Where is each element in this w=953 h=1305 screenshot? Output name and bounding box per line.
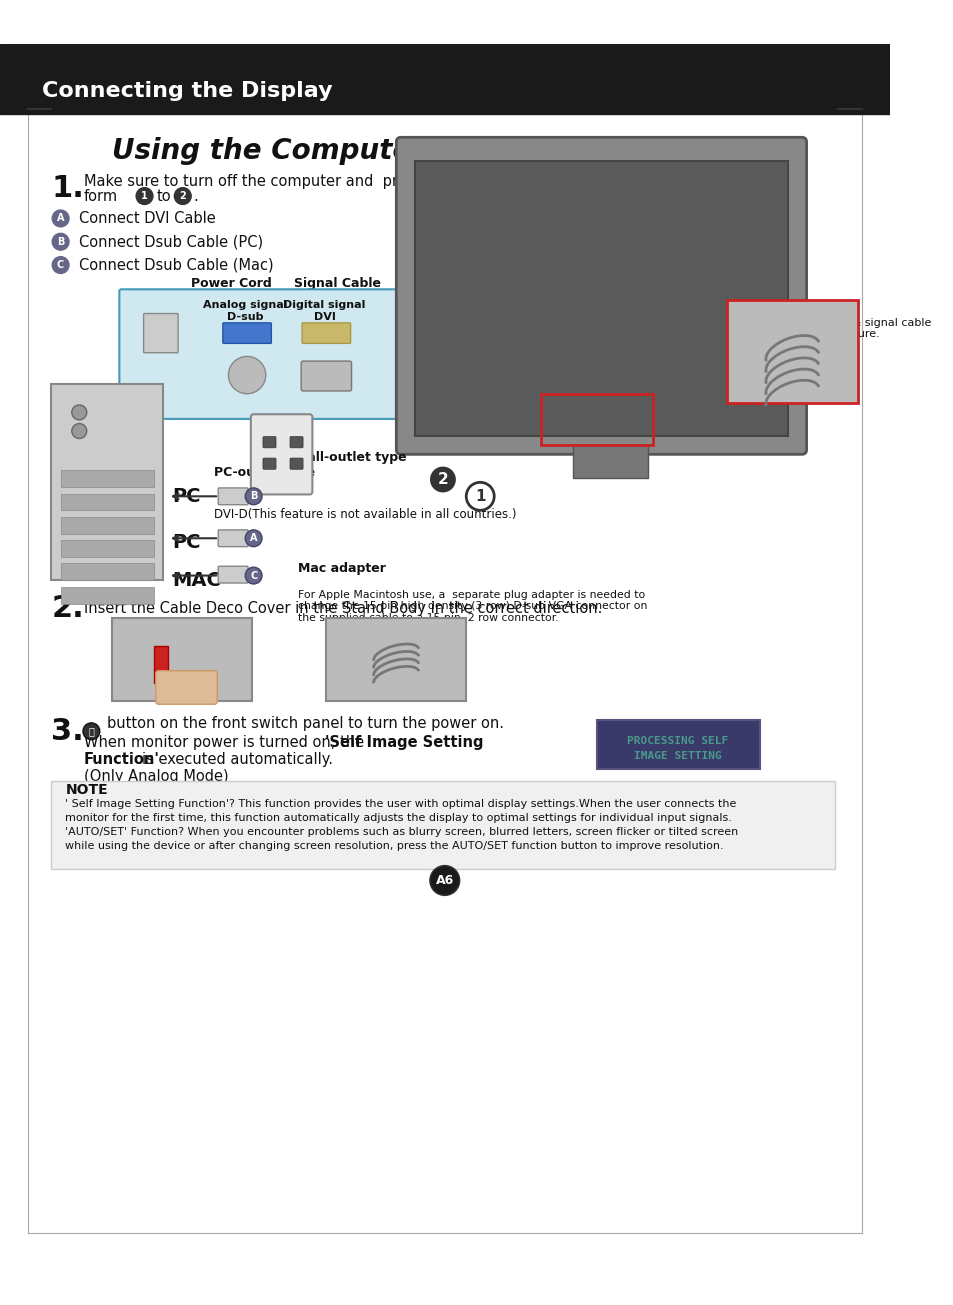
- Text: Connect DVI Cable: Connect DVI Cable: [79, 211, 215, 226]
- Bar: [326, 617, 466, 702]
- Circle shape: [245, 530, 262, 547]
- Bar: [51, 385, 163, 581]
- Text: 1: 1: [141, 191, 148, 201]
- Circle shape: [71, 405, 87, 420]
- FancyBboxPatch shape: [395, 137, 805, 454]
- FancyBboxPatch shape: [218, 530, 248, 547]
- Text: Analog signal
D-sub: Analog signal D-sub: [203, 300, 287, 322]
- Text: DVI-D(This feature is not available in all countries.): DVI-D(This feature is not available in a…: [214, 509, 517, 522]
- Bar: [61, 540, 153, 557]
- Circle shape: [245, 568, 262, 583]
- FancyBboxPatch shape: [263, 437, 275, 448]
- FancyBboxPatch shape: [144, 313, 178, 352]
- Text: to: to: [156, 188, 172, 204]
- Text: 1.: 1.: [51, 174, 84, 204]
- Text: 2: 2: [437, 472, 448, 487]
- Bar: [415, 161, 787, 436]
- Bar: [540, 394, 652, 445]
- Bar: [61, 493, 153, 510]
- FancyBboxPatch shape: [290, 458, 303, 470]
- Text: Make sure to turn off the computer and  product. Connect the cable as below sket: Make sure to turn off the computer and p…: [84, 174, 740, 189]
- FancyBboxPatch shape: [218, 566, 248, 583]
- FancyBboxPatch shape: [301, 361, 351, 391]
- FancyBboxPatch shape: [119, 290, 431, 419]
- Text: B: B: [57, 236, 64, 247]
- Text: Using the Computer: Using the Computer: [112, 137, 424, 166]
- Bar: [61, 517, 153, 534]
- Circle shape: [71, 424, 87, 438]
- Text: Connect Dsub Cable (Mac): Connect Dsub Cable (Mac): [79, 257, 274, 273]
- Circle shape: [136, 188, 152, 205]
- Text: A: A: [250, 534, 257, 543]
- Text: PC: PC: [172, 487, 201, 506]
- Circle shape: [466, 483, 494, 510]
- FancyBboxPatch shape: [155, 671, 217, 705]
- Text: Insert the Cable Deco Cover in the Stand Body in the correct direction.: Insert the Cable Deco Cover in the Stand…: [84, 600, 601, 616]
- Text: 2: 2: [179, 191, 186, 201]
- Text: PROCESSING SELF: PROCESSING SELF: [627, 736, 728, 745]
- Text: IMAGE SETTING: IMAGE SETTING: [634, 750, 721, 761]
- Text: Wall-outlet type: Wall-outlet type: [294, 450, 406, 463]
- Text: Digital signal
DVI: Digital signal DVI: [283, 300, 365, 322]
- Bar: [0, 44, 888, 114]
- Bar: [51, 780, 834, 869]
- Text: .: .: [193, 188, 197, 204]
- Bar: [726, 300, 857, 403]
- Text: 'AUTO/SET' Function? When you encounter problems such as blurry screen, blurred : 'AUTO/SET' Function? When you encounter …: [65, 827, 738, 837]
- Text: 3.: 3.: [51, 716, 84, 745]
- Bar: [597, 720, 760, 769]
- Text: ⏻: ⏻: [89, 727, 94, 736]
- Text: Function': Function': [84, 752, 160, 767]
- Text: A: A: [57, 214, 64, 223]
- Text: ' Self Image Setting Function'? This function provides the user with optimal dis: ' Self Image Setting Function'? This fun…: [65, 799, 736, 809]
- Circle shape: [52, 257, 69, 274]
- Text: Signal Cable: Signal Cable: [294, 277, 380, 290]
- FancyBboxPatch shape: [302, 322, 351, 343]
- Text: 'Self Image Setting: 'Self Image Setting: [324, 735, 482, 750]
- Bar: [61, 587, 153, 603]
- Text: button on the front switch panel to turn the power on.: button on the front switch panel to turn…: [107, 716, 504, 731]
- Text: is executed automatically.: is executed automatically.: [142, 752, 333, 767]
- Text: When monitor power is turned on, the: When monitor power is turned on, the: [84, 735, 364, 750]
- Circle shape: [83, 723, 100, 740]
- Text: 2.: 2.: [51, 594, 84, 622]
- Text: A6: A6: [436, 874, 454, 887]
- Bar: [153, 646, 168, 683]
- Text: PC: PC: [172, 534, 201, 552]
- Text: Connecting the Display: Connecting the Display: [42, 81, 333, 100]
- Circle shape: [52, 210, 69, 227]
- Text: Fix the power cord & signal cable
as shown in the picture.: Fix the power cord & signal cable as sho…: [745, 317, 930, 339]
- FancyBboxPatch shape: [263, 458, 275, 470]
- Text: D: D: [322, 371, 330, 381]
- Bar: [61, 470, 153, 487]
- Text: monitor for the first time, this function automatically adjusts the display to o: monitor for the first time, this functio…: [65, 813, 731, 823]
- FancyBboxPatch shape: [290, 437, 303, 448]
- Circle shape: [52, 234, 69, 251]
- Circle shape: [228, 356, 266, 394]
- Text: form: form: [84, 188, 118, 204]
- Circle shape: [245, 488, 262, 505]
- Text: Connect Dsub Cable (PC): Connect Dsub Cable (PC): [79, 234, 263, 249]
- Bar: [573, 445, 647, 478]
- Text: C: C: [250, 570, 257, 581]
- Text: MAC: MAC: [172, 570, 221, 590]
- Text: B: B: [250, 491, 257, 501]
- Text: NOTE: NOTE: [65, 783, 108, 797]
- FancyBboxPatch shape: [218, 488, 248, 505]
- Circle shape: [174, 188, 191, 205]
- Bar: [112, 617, 252, 702]
- Text: Mac adapter: Mac adapter: [298, 561, 386, 574]
- FancyBboxPatch shape: [251, 414, 312, 495]
- Text: Power Cord: Power Cord: [191, 277, 272, 290]
- FancyBboxPatch shape: [223, 322, 271, 343]
- Text: 1: 1: [475, 489, 485, 504]
- Bar: [61, 564, 153, 581]
- Circle shape: [430, 865, 459, 895]
- Circle shape: [429, 466, 456, 493]
- Text: PC-outlet type: PC-outlet type: [214, 466, 315, 479]
- Text: (Only Analog Mode): (Only Analog Mode): [84, 769, 229, 783]
- Text: while using the device or after changing screen resolution, press the AUTO/SET f: while using the device or after changing…: [65, 840, 723, 851]
- Text: C: C: [57, 260, 64, 270]
- Text: For Apple Macintosh use, a  separate plug adapter is needed to
change the 15 pin: For Apple Macintosh use, a separate plug…: [298, 590, 647, 622]
